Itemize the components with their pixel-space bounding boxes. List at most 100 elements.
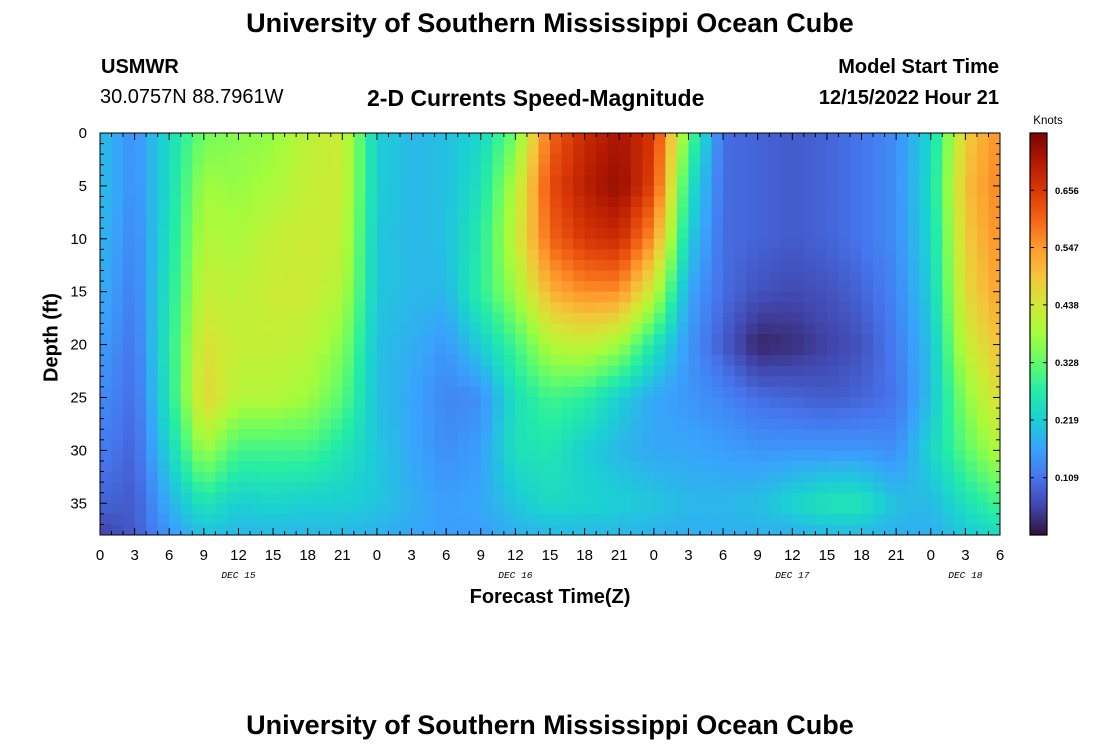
- heatmap-cell: [815, 312, 828, 325]
- heatmap-cell: [365, 259, 378, 272]
- heatmap-cell: [700, 281, 713, 293]
- heatmap-cell: [111, 492, 124, 504]
- heatmap-cell: [665, 185, 678, 198]
- heatmap-cell: [111, 386, 124, 399]
- heatmap-cell: [480, 238, 493, 250]
- heatmap-cell: [123, 281, 136, 293]
- heatmap-cell: [607, 524, 620, 535]
- heatmap-cell: [296, 397, 309, 409]
- heatmap-cell: [642, 249, 655, 261]
- heatmap-cell: [515, 334, 528, 346]
- heatmap-cell: [896, 228, 909, 240]
- heatmap-cell: [434, 408, 447, 420]
- heatmap-cell: [526, 334, 540, 346]
- heatmap-cell: [873, 228, 886, 240]
- heatmap-cell: [850, 217, 863, 229]
- heatmap-cell: [446, 207, 459, 219]
- heatmap-cell: [388, 450, 401, 462]
- heatmap-cell: [526, 513, 540, 526]
- heatmap-cell: [169, 302, 182, 314]
- heatmap-cell: [411, 228, 424, 240]
- heatmap-cell: [953, 513, 966, 526]
- heatmap-cell: [653, 217, 666, 229]
- heatmap-cell: [480, 175, 493, 187]
- heatmap-cell: [123, 397, 136, 409]
- heatmap-cell: [803, 386, 816, 399]
- heatmap-cell: [480, 207, 493, 219]
- heatmap-cell: [284, 323, 297, 335]
- heatmap-cell: [619, 429, 632, 441]
- heatmap-cell: [723, 450, 736, 462]
- heatmap-cell: [238, 175, 251, 187]
- heatmap-cell: [676, 270, 690, 282]
- heatmap-cell: [688, 482, 701, 494]
- heatmap-cell: [250, 196, 263, 208]
- heatmap-cell: [607, 164, 620, 176]
- heatmap-cell: [503, 482, 516, 494]
- heatmap-cell: [873, 524, 886, 535]
- heatmap-cell: [134, 238, 147, 250]
- heatmap-cell: [100, 365, 113, 377]
- heatmap-cell: [538, 386, 551, 399]
- heatmap-cell: [619, 143, 632, 155]
- heatmap-cell: [688, 439, 701, 451]
- heatmap-cell: [907, 185, 920, 198]
- heatmap-cell: [988, 513, 1000, 526]
- heatmap-cell: [273, 259, 286, 272]
- heatmap-cell: [146, 302, 159, 314]
- heatmap-cell: [157, 408, 170, 420]
- heatmap-cell: [930, 143, 943, 155]
- heatmap-cell: [446, 492, 459, 504]
- heatmap-cell: [573, 185, 586, 198]
- heatmap-cell: [953, 164, 966, 176]
- heatmap-cell: [365, 492, 378, 504]
- heatmap-cell: [792, 270, 805, 282]
- heatmap-cell: [480, 418, 493, 430]
- heatmap-cell: [861, 312, 874, 325]
- model-start-label: Model Start Time: [838, 56, 999, 78]
- heatmap-cell: [296, 460, 309, 473]
- heatmap-cell: [134, 365, 147, 377]
- heatmap-cell: [226, 133, 240, 145]
- heatmap-cell: [723, 503, 736, 515]
- heatmap-cell: [238, 365, 251, 377]
- heatmap-cell: [919, 207, 932, 219]
- heatmap-cell: [815, 460, 828, 473]
- heatmap-cell: [123, 471, 136, 483]
- heatmap-cell: [665, 164, 678, 176]
- heatmap-cell: [100, 524, 113, 535]
- heatmap-cell: [446, 397, 459, 409]
- heatmap-cell: [538, 259, 551, 272]
- heatmap-cell: [584, 450, 597, 462]
- heatmap-cell: [307, 270, 320, 282]
- heatmap-cell: [596, 439, 609, 451]
- heatmap-cell: [111, 323, 124, 335]
- heatmap-cell: [757, 312, 770, 325]
- heatmap-cell: [561, 133, 574, 145]
- heatmap-cell: [111, 143, 124, 155]
- heatmap-cell: [388, 154, 401, 166]
- heatmap-cell: [988, 503, 1000, 515]
- heatmap-cell: [203, 365, 216, 377]
- heatmap-cell: [192, 154, 205, 166]
- heatmap-cell: [146, 471, 159, 483]
- heatmap-cell: [861, 334, 874, 346]
- heatmap-cell: [526, 291, 540, 303]
- heatmap-cell: [146, 482, 159, 494]
- heatmap-cell: [584, 492, 597, 504]
- heatmap-cell: [653, 524, 666, 535]
- heatmap-cell: [826, 164, 840, 176]
- heatmap-cell: [826, 460, 840, 473]
- heatmap-cell: [734, 439, 747, 451]
- heatmap-cell: [446, 217, 459, 229]
- heatmap-cell: [515, 376, 528, 388]
- heatmap-cell: [515, 154, 528, 166]
- heatmap-cell: [134, 460, 147, 473]
- heatmap-cell: [307, 471, 320, 483]
- heatmap-cell: [100, 334, 113, 346]
- heatmap-cell: [480, 323, 493, 335]
- heatmap-cell: [538, 334, 551, 346]
- heatmap-cell: [653, 185, 666, 198]
- heatmap-cell: [434, 133, 447, 145]
- heatmap-cell: [342, 460, 355, 473]
